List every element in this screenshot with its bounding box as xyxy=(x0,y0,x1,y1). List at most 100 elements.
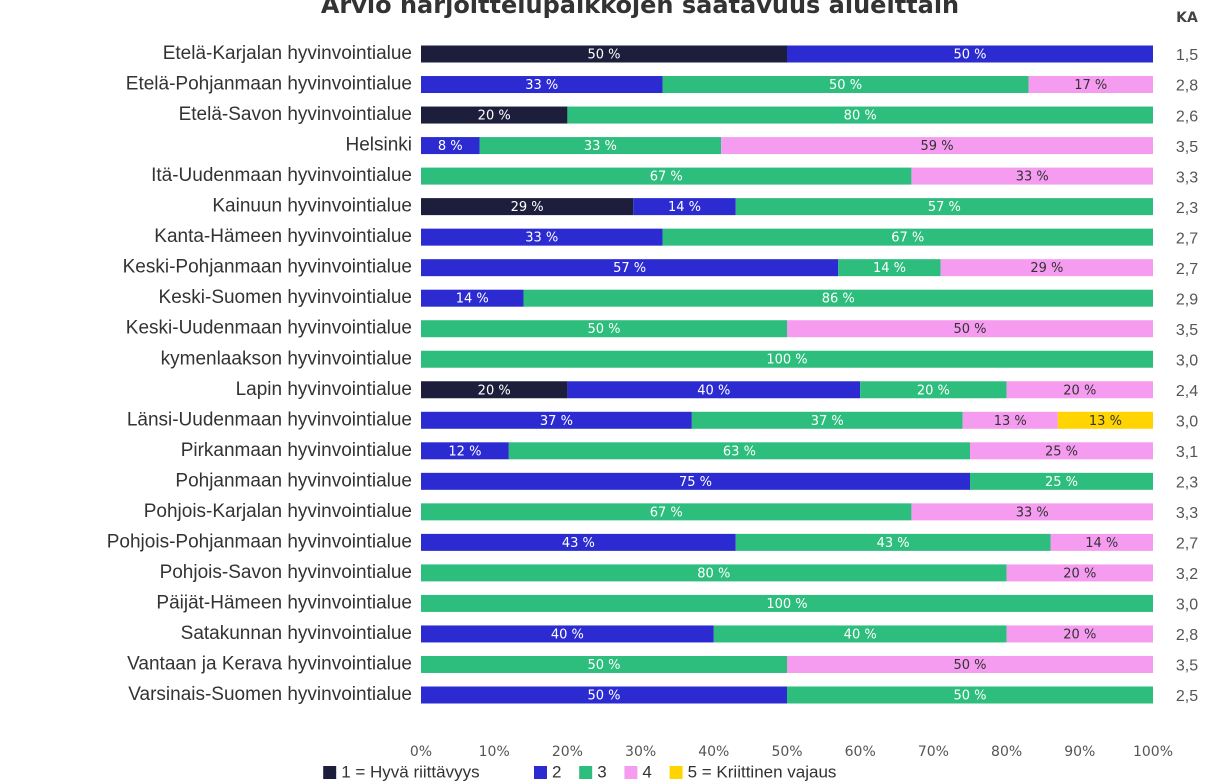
ka-value: 2,7 xyxy=(1176,536,1198,553)
data-label: 37 % xyxy=(540,414,573,429)
data-label: 29 % xyxy=(511,200,544,215)
legend-label: 2 xyxy=(552,762,561,781)
data-label: 13 % xyxy=(994,414,1027,429)
ka-value: 3,5 xyxy=(1176,139,1198,156)
ka-value: 3,1 xyxy=(1176,444,1198,461)
bar-segment xyxy=(735,198,1153,216)
bar-segment xyxy=(421,533,736,551)
category-label: Keski-Suomen hyvinvointialue xyxy=(159,287,412,308)
bar-segment xyxy=(721,137,1153,155)
bar-segment xyxy=(421,137,480,155)
data-label: 50 % xyxy=(587,322,620,337)
ka-value: 2,5 xyxy=(1176,688,1198,705)
data-label: 33 % xyxy=(1016,505,1049,520)
bar-segment xyxy=(787,686,1153,704)
ka-value: 2,7 xyxy=(1176,261,1198,278)
data-label: 63 % xyxy=(723,444,756,459)
bar-segment xyxy=(421,198,634,216)
ka-value: 2,8 xyxy=(1176,627,1198,644)
legend-swatch xyxy=(669,766,683,779)
ka-value: 3,5 xyxy=(1176,322,1198,339)
bar-segment xyxy=(911,503,1153,521)
data-label: 20 % xyxy=(1063,627,1096,642)
bar-segment xyxy=(508,442,970,460)
legend-swatch xyxy=(534,766,547,779)
data-label: 67 % xyxy=(650,170,683,185)
legend-label: 4 xyxy=(642,762,651,781)
bar-segment xyxy=(567,106,1153,124)
x-tick-label: 90% xyxy=(1064,744,1095,760)
legend-swatch xyxy=(579,766,593,779)
data-label: 50 % xyxy=(829,78,862,93)
bar-segment xyxy=(633,198,736,216)
data-label: 20 % xyxy=(478,109,511,124)
data-label: 86 % xyxy=(822,292,855,307)
category-label: Päijät-Hämeen hyvinvointialue xyxy=(156,592,412,613)
x-tick-label: 40% xyxy=(698,744,729,760)
category-label: Pirkanmaan hyvinvointialue xyxy=(181,440,412,461)
bar-segment xyxy=(940,259,1153,277)
bar-segment xyxy=(1006,625,1153,643)
bar-segment xyxy=(421,686,787,704)
chart-title: Arvio harjoittelupaikkojen saatavuus alu… xyxy=(321,0,959,19)
x-tick-label: 100% xyxy=(1133,744,1173,760)
bar-segment xyxy=(662,228,1153,246)
legend-label: 5 = Kriittinen vajaus xyxy=(688,762,837,781)
data-label: 33 % xyxy=(525,231,558,246)
bar-segment xyxy=(421,350,1153,368)
ka-value: 3,0 xyxy=(1176,352,1198,369)
category-label: Etelä-Pohjanmaan hyvinvointialue xyxy=(126,74,412,95)
category-label: Keski-Pohjanmaan hyvinvointialue xyxy=(123,257,412,278)
bar-segment xyxy=(421,45,787,63)
ka-value: 3,0 xyxy=(1176,597,1198,614)
data-label: 20 % xyxy=(478,383,511,398)
ka-value: 2,9 xyxy=(1176,291,1198,308)
bar-segment xyxy=(523,289,1153,307)
legend-swatch xyxy=(624,766,638,779)
bar-segment xyxy=(421,472,970,490)
ka-value: 1,5 xyxy=(1176,47,1198,64)
data-label: 33 % xyxy=(525,78,558,93)
category-label: Pohjanmaan hyvinvointialue xyxy=(175,470,412,491)
category-label: Itä-Uudenmaan hyvinvointialue xyxy=(151,165,412,186)
bar-segment xyxy=(1006,381,1153,399)
category-label: Vantaan ja Kerava hyvinvointialue xyxy=(127,653,412,674)
bar-segment xyxy=(421,228,663,246)
category-label: Länsi-Uudenmaan hyvinvointialue xyxy=(127,409,412,430)
data-label: 43 % xyxy=(562,536,595,551)
bar-segment xyxy=(421,106,568,124)
bar-segment xyxy=(421,289,524,307)
bar-segment xyxy=(421,564,1007,582)
data-label: 14 % xyxy=(873,261,906,276)
legend-swatch xyxy=(323,766,337,779)
bar-segment xyxy=(1028,76,1153,94)
bar-segment xyxy=(421,381,568,399)
ka-value: 3,0 xyxy=(1176,414,1198,431)
bar-segment xyxy=(421,320,787,338)
bar-segment xyxy=(567,381,861,399)
bar-segment xyxy=(787,655,1153,673)
bar-segment xyxy=(479,137,722,155)
bar-segment xyxy=(970,442,1153,460)
x-tick-label: 60% xyxy=(845,744,876,760)
data-label: 67 % xyxy=(650,505,683,520)
data-label: 43 % xyxy=(877,536,910,551)
data-label: 50 % xyxy=(587,48,620,63)
data-label: 33 % xyxy=(584,139,617,154)
data-label: 50 % xyxy=(587,689,620,704)
data-label: 80 % xyxy=(697,566,730,581)
bar-segment xyxy=(421,625,714,643)
data-label: 75 % xyxy=(679,475,712,490)
x-tick-label: 30% xyxy=(625,744,656,760)
data-label: 50 % xyxy=(953,658,986,673)
data-label: 14 % xyxy=(456,292,489,307)
legend-label: 3 xyxy=(597,762,606,781)
bar-segment xyxy=(421,76,663,94)
bar-segment xyxy=(970,472,1153,490)
data-label: 100 % xyxy=(766,597,807,612)
data-label: 20 % xyxy=(1063,383,1096,398)
ka-value: 3,3 xyxy=(1176,169,1198,186)
bar-segment xyxy=(735,533,1051,551)
data-label: 100 % xyxy=(766,353,807,368)
category-label: Pohjois-Pohjanmaan hyvinvointialue xyxy=(107,531,412,552)
